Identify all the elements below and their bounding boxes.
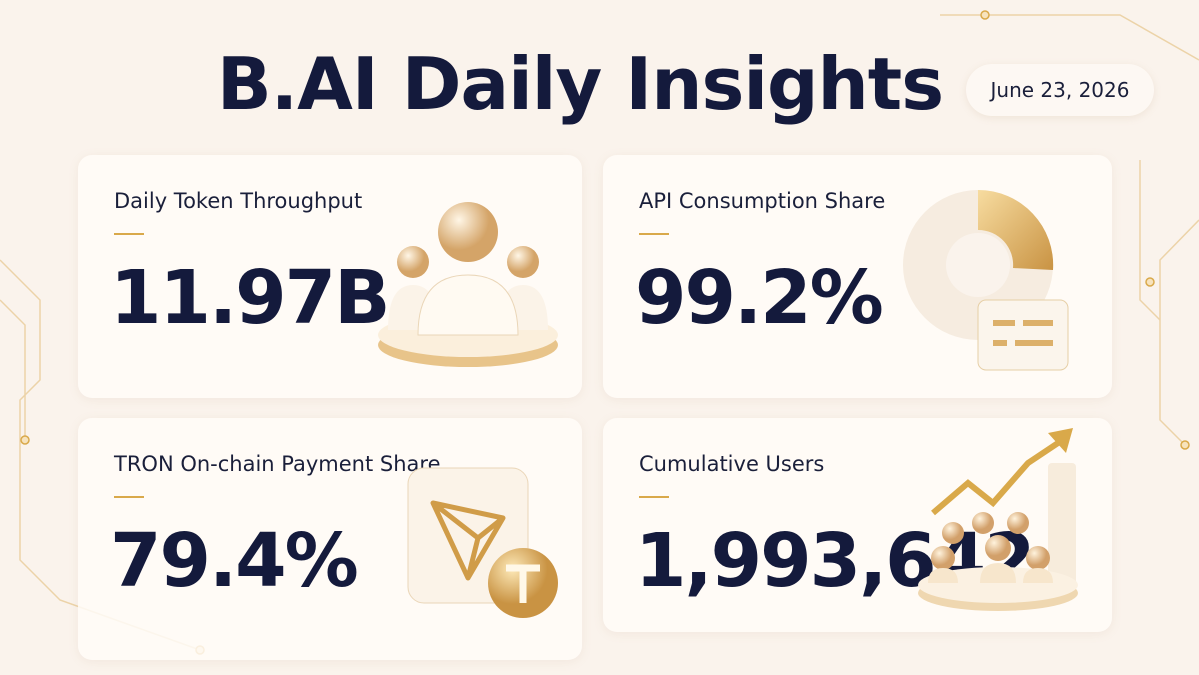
metric-label: Daily Token Throughput — [114, 189, 363, 213]
metric-label: TRON On-chain Payment Share — [114, 452, 441, 476]
donut-icon — [903, 189, 1069, 371]
growth-icon — [918, 428, 1078, 611]
metric-label: Cumulative Users — [639, 452, 825, 476]
tron-icon — [407, 467, 558, 618]
accent-rule — [114, 233, 144, 235]
users-icon — [378, 202, 558, 367]
accent-rule — [114, 496, 144, 498]
metric-card: Daily Token Throughput 11.97B — [78, 155, 582, 398]
accent-rule — [639, 233, 669, 235]
title: B.AI Daily Insights — [216, 42, 944, 126]
metric-card: TRON On-chain Payment Share 79.4% — [78, 418, 582, 660]
metric-label: API Consumption Share — [639, 189, 886, 213]
metric-value: 99.2% — [635, 255, 884, 341]
metric-value: 11.97B — [110, 255, 390, 341]
date-badge: June 23, 2026 — [966, 64, 1154, 116]
metric-value: 79.4% — [110, 518, 359, 604]
accent-rule — [639, 496, 669, 498]
metric-card: Cumulative Users 1,993,642 — [603, 418, 1112, 632]
metric-card: API Consumption Share 99.2% — [603, 155, 1112, 398]
